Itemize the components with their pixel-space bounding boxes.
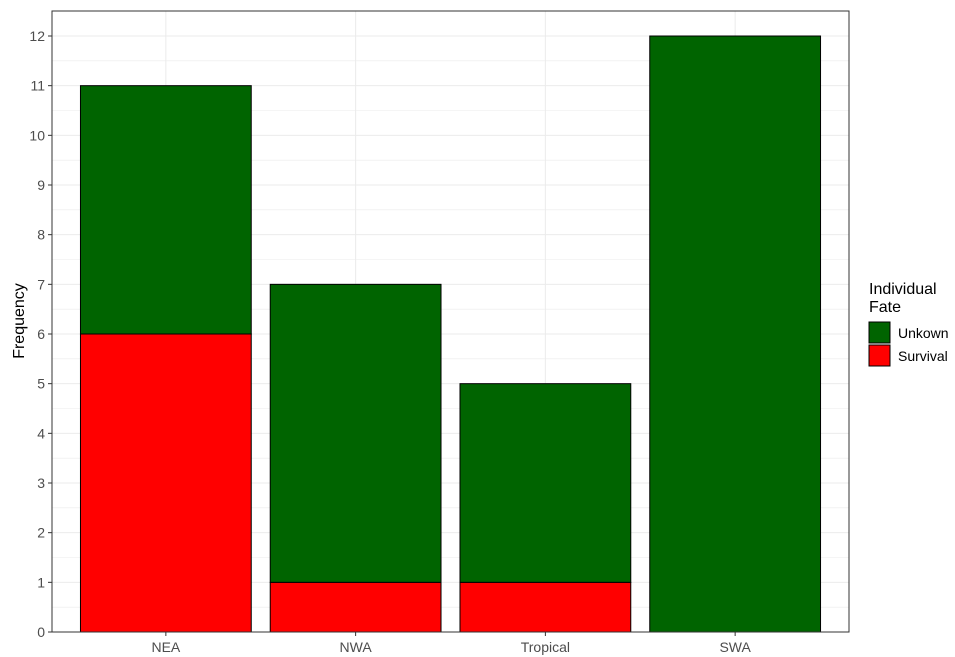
bar-segment-survival-nea bbox=[79, 333, 252, 633]
x-axis: NEA NWA Tropical SWA bbox=[151, 632, 751, 655]
y-tick-label: 5 bbox=[37, 376, 45, 392]
y-tick-label: 6 bbox=[37, 326, 45, 342]
legend-title: Fate bbox=[869, 299, 901, 316]
legend-key-unkown bbox=[868, 321, 891, 344]
y-tick-label: 0 bbox=[37, 624, 45, 640]
x-tick-label: NEA bbox=[151, 639, 180, 655]
y-axis-title: Frequency bbox=[11, 283, 28, 359]
y-tick-label: 4 bbox=[37, 425, 45, 441]
y-tick-label: 11 bbox=[30, 78, 45, 94]
x-tick-label: SWA bbox=[719, 639, 751, 655]
legend-label: Survival bbox=[898, 348, 948, 364]
plot-panel-border bbox=[51, 10, 850, 633]
legend-key-survival bbox=[868, 344, 891, 367]
y-tick-label: 10 bbox=[29, 127, 45, 143]
y-tick-label: 9 bbox=[37, 177, 45, 193]
bar-segment-survival-tropical bbox=[459, 581, 632, 633]
bar-segment-unkown-swa bbox=[649, 35, 822, 633]
y-tick-label: 2 bbox=[37, 525, 45, 541]
x-tick-label: Tropical bbox=[521, 639, 570, 655]
y-tick-label: 8 bbox=[37, 227, 45, 243]
legend-title: Individual bbox=[869, 281, 937, 298]
x-tick-label: NWA bbox=[340, 639, 373, 655]
y-tick-label: 1 bbox=[37, 574, 45, 590]
bars bbox=[79, 35, 822, 633]
legend-label: Unkown bbox=[898, 325, 949, 341]
y-tick-label: 7 bbox=[37, 276, 45, 292]
bar-segment-unkown-nwa bbox=[269, 283, 442, 583]
y-tick-label: 3 bbox=[37, 475, 45, 491]
bar-segment-unkown-tropical bbox=[459, 383, 632, 583]
bar-segment-unkown-nea bbox=[79, 85, 252, 335]
bar-segment-survival-nwa bbox=[269, 581, 442, 633]
y-tick-label: 12 bbox=[29, 28, 45, 44]
